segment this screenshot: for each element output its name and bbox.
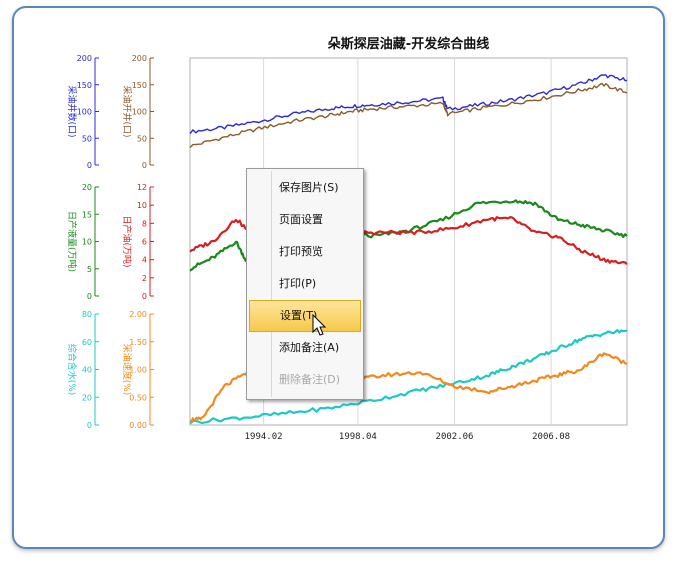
menu-item-save-image[interactable]: 保存图片(S)	[279, 181, 339, 194]
x-tick-label: 1998.04	[339, 432, 377, 442]
x-tick-label: 1994.02	[245, 432, 283, 442]
y-tick-label: 5	[87, 265, 92, 274]
y-tick-label: 4	[142, 256, 147, 265]
y-axis-label: 采油井数(口)	[66, 85, 78, 137]
y-tick-label: 15	[82, 210, 92, 219]
y-tick-label: 50	[137, 134, 147, 143]
y-tick-label: 10	[82, 238, 92, 247]
mouse-pointer-icon	[312, 314, 327, 336]
y-tick-label: 200	[77, 54, 92, 63]
series-line	[189, 82, 628, 148]
y-tick-label: 2	[142, 274, 147, 283]
y-tick-label: 60	[82, 338, 92, 347]
y-tick-label: 0	[87, 421, 92, 430]
series-line	[189, 352, 628, 423]
context-menu: 保存图片(S) 页面设置 打印预览 打印(P) 设置(T) 添加备注(A) 删除…	[246, 168, 364, 400]
y-tick-label: 0	[142, 292, 147, 301]
y-tick-label: 150	[132, 81, 147, 90]
y-axis-label: 采油开井(口)	[121, 85, 133, 137]
menu-item-delete-note: 删除备注(D)	[279, 373, 341, 386]
y-tick-label: 0	[142, 161, 147, 170]
y-tick-label: 20	[82, 183, 92, 192]
y-tick-label: 0.00	[129, 421, 147, 430]
y-tick-label: 8	[142, 219, 147, 228]
menu-item-print-preview[interactable]: 打印预览	[279, 245, 323, 258]
y-axis-label: 综合含水(%)	[66, 344, 78, 396]
menu-item-add-note[interactable]: 添加备注(A)	[279, 341, 340, 354]
y-tick-label: 100	[132, 108, 147, 117]
y-axis-label: 日产油(万吨)	[121, 215, 133, 267]
chart-title: 朵斯探层油藏-开发综合曲线	[328, 36, 489, 52]
y-axis-label: 采油速度(%)	[121, 344, 133, 396]
x-tick-label: 2002.06	[436, 432, 474, 442]
y-tick-label: 100	[77, 108, 92, 117]
y-tick-label: 1.50	[129, 338, 147, 347]
y-tick-label: 12	[137, 183, 147, 192]
series-line	[189, 74, 628, 135]
menu-item-page-setup[interactable]: 页面设置	[279, 213, 323, 226]
y-tick-label: 150	[77, 81, 92, 90]
y-tick-label: 80	[82, 310, 92, 319]
menu-item-print[interactable]: 打印(P)	[279, 277, 317, 290]
y-tick-label: 1.00	[129, 366, 147, 375]
y-tick-label: 40	[82, 366, 92, 375]
y-tick-label: 50	[82, 134, 92, 143]
y-tick-label: 6	[142, 238, 147, 247]
y-axis-label: 日产液量(万吨)	[66, 211, 78, 272]
x-tick-label: 2006.08	[532, 432, 570, 442]
y-tick-label: 200	[132, 54, 147, 63]
y-tick-label: 10	[137, 201, 147, 210]
y-tick-label: 2.00	[129, 310, 147, 319]
y-tick-label: 0	[87, 161, 92, 170]
series-line	[189, 329, 628, 425]
menu-item-settings[interactable]: 设置(T)	[249, 300, 361, 332]
y-tick-label: 20	[82, 393, 92, 402]
y-tick-label: 0	[87, 292, 92, 301]
y-tick-label: 0.50	[129, 393, 147, 402]
plot-area-border	[189, 57, 628, 426]
